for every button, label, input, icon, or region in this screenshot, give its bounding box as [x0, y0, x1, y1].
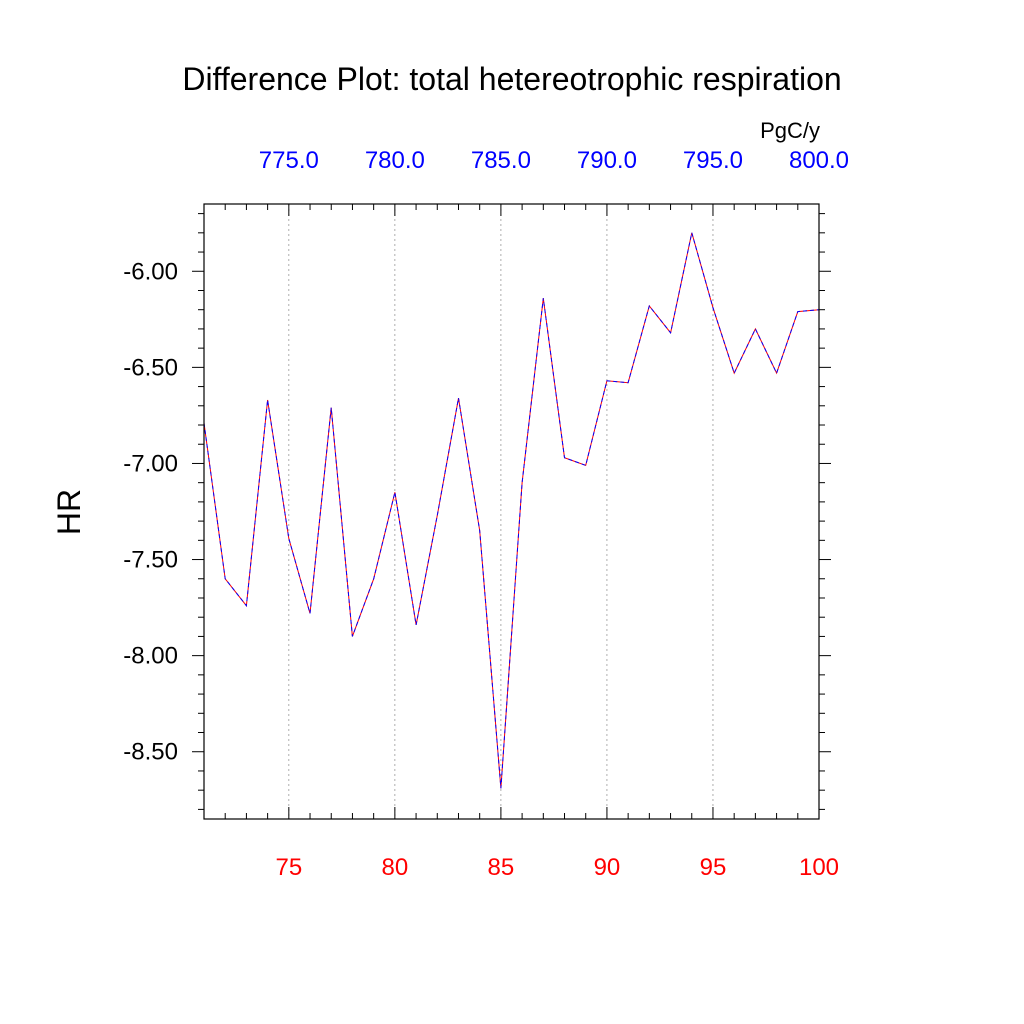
y-tick-label: -8.00: [123, 643, 178, 670]
x-bottom-tick-label: 95: [700, 854, 727, 881]
plot-frame: [203, 203, 820, 820]
x-bottom-tick-label: 80: [382, 854, 409, 881]
series-lines: [203, 232, 820, 789]
x-top-tick-label: 780.0: [365, 147, 425, 174]
x-bottom-tick-label: 100: [799, 854, 839, 881]
units-label: PgC/y: [760, 118, 820, 143]
x-top-tick-label: 785.0: [471, 147, 531, 174]
y-tick-label: -7.00: [123, 450, 178, 477]
series-line-1: [203, 232, 820, 789]
y-tick-label: -6.50: [123, 354, 178, 381]
chart-title: Difference Plot: total hetereotrophic re…: [182, 61, 841, 97]
axis-ticks: [192, 204, 831, 819]
y-axis-label: HR: [51, 489, 87, 535]
y-tick-label: -6.00: [123, 258, 178, 285]
x-bottom-tick-label: 85: [488, 854, 515, 881]
tick-labels: 75 80 85 90 95 100 775.0 780.0 785.0 790.0 795.0 80…: [123, 147, 849, 881]
x-top-tick-label: 775.0: [259, 147, 319, 174]
y-tick-label: -8.50: [123, 739, 178, 766]
grid-lines: [288, 204, 714, 819]
x-bottom-tick-label: 90: [594, 854, 621, 881]
y-tick-label: -7.50: [123, 547, 178, 574]
x-top-tick-label: 790.0: [577, 147, 637, 174]
x-bottom-tick-label: 75: [275, 854, 302, 881]
x-top-tick-label: 795.0: [683, 147, 743, 174]
series-line-2: [203, 232, 820, 789]
x-top-tick-label: 800.0: [789, 147, 849, 174]
